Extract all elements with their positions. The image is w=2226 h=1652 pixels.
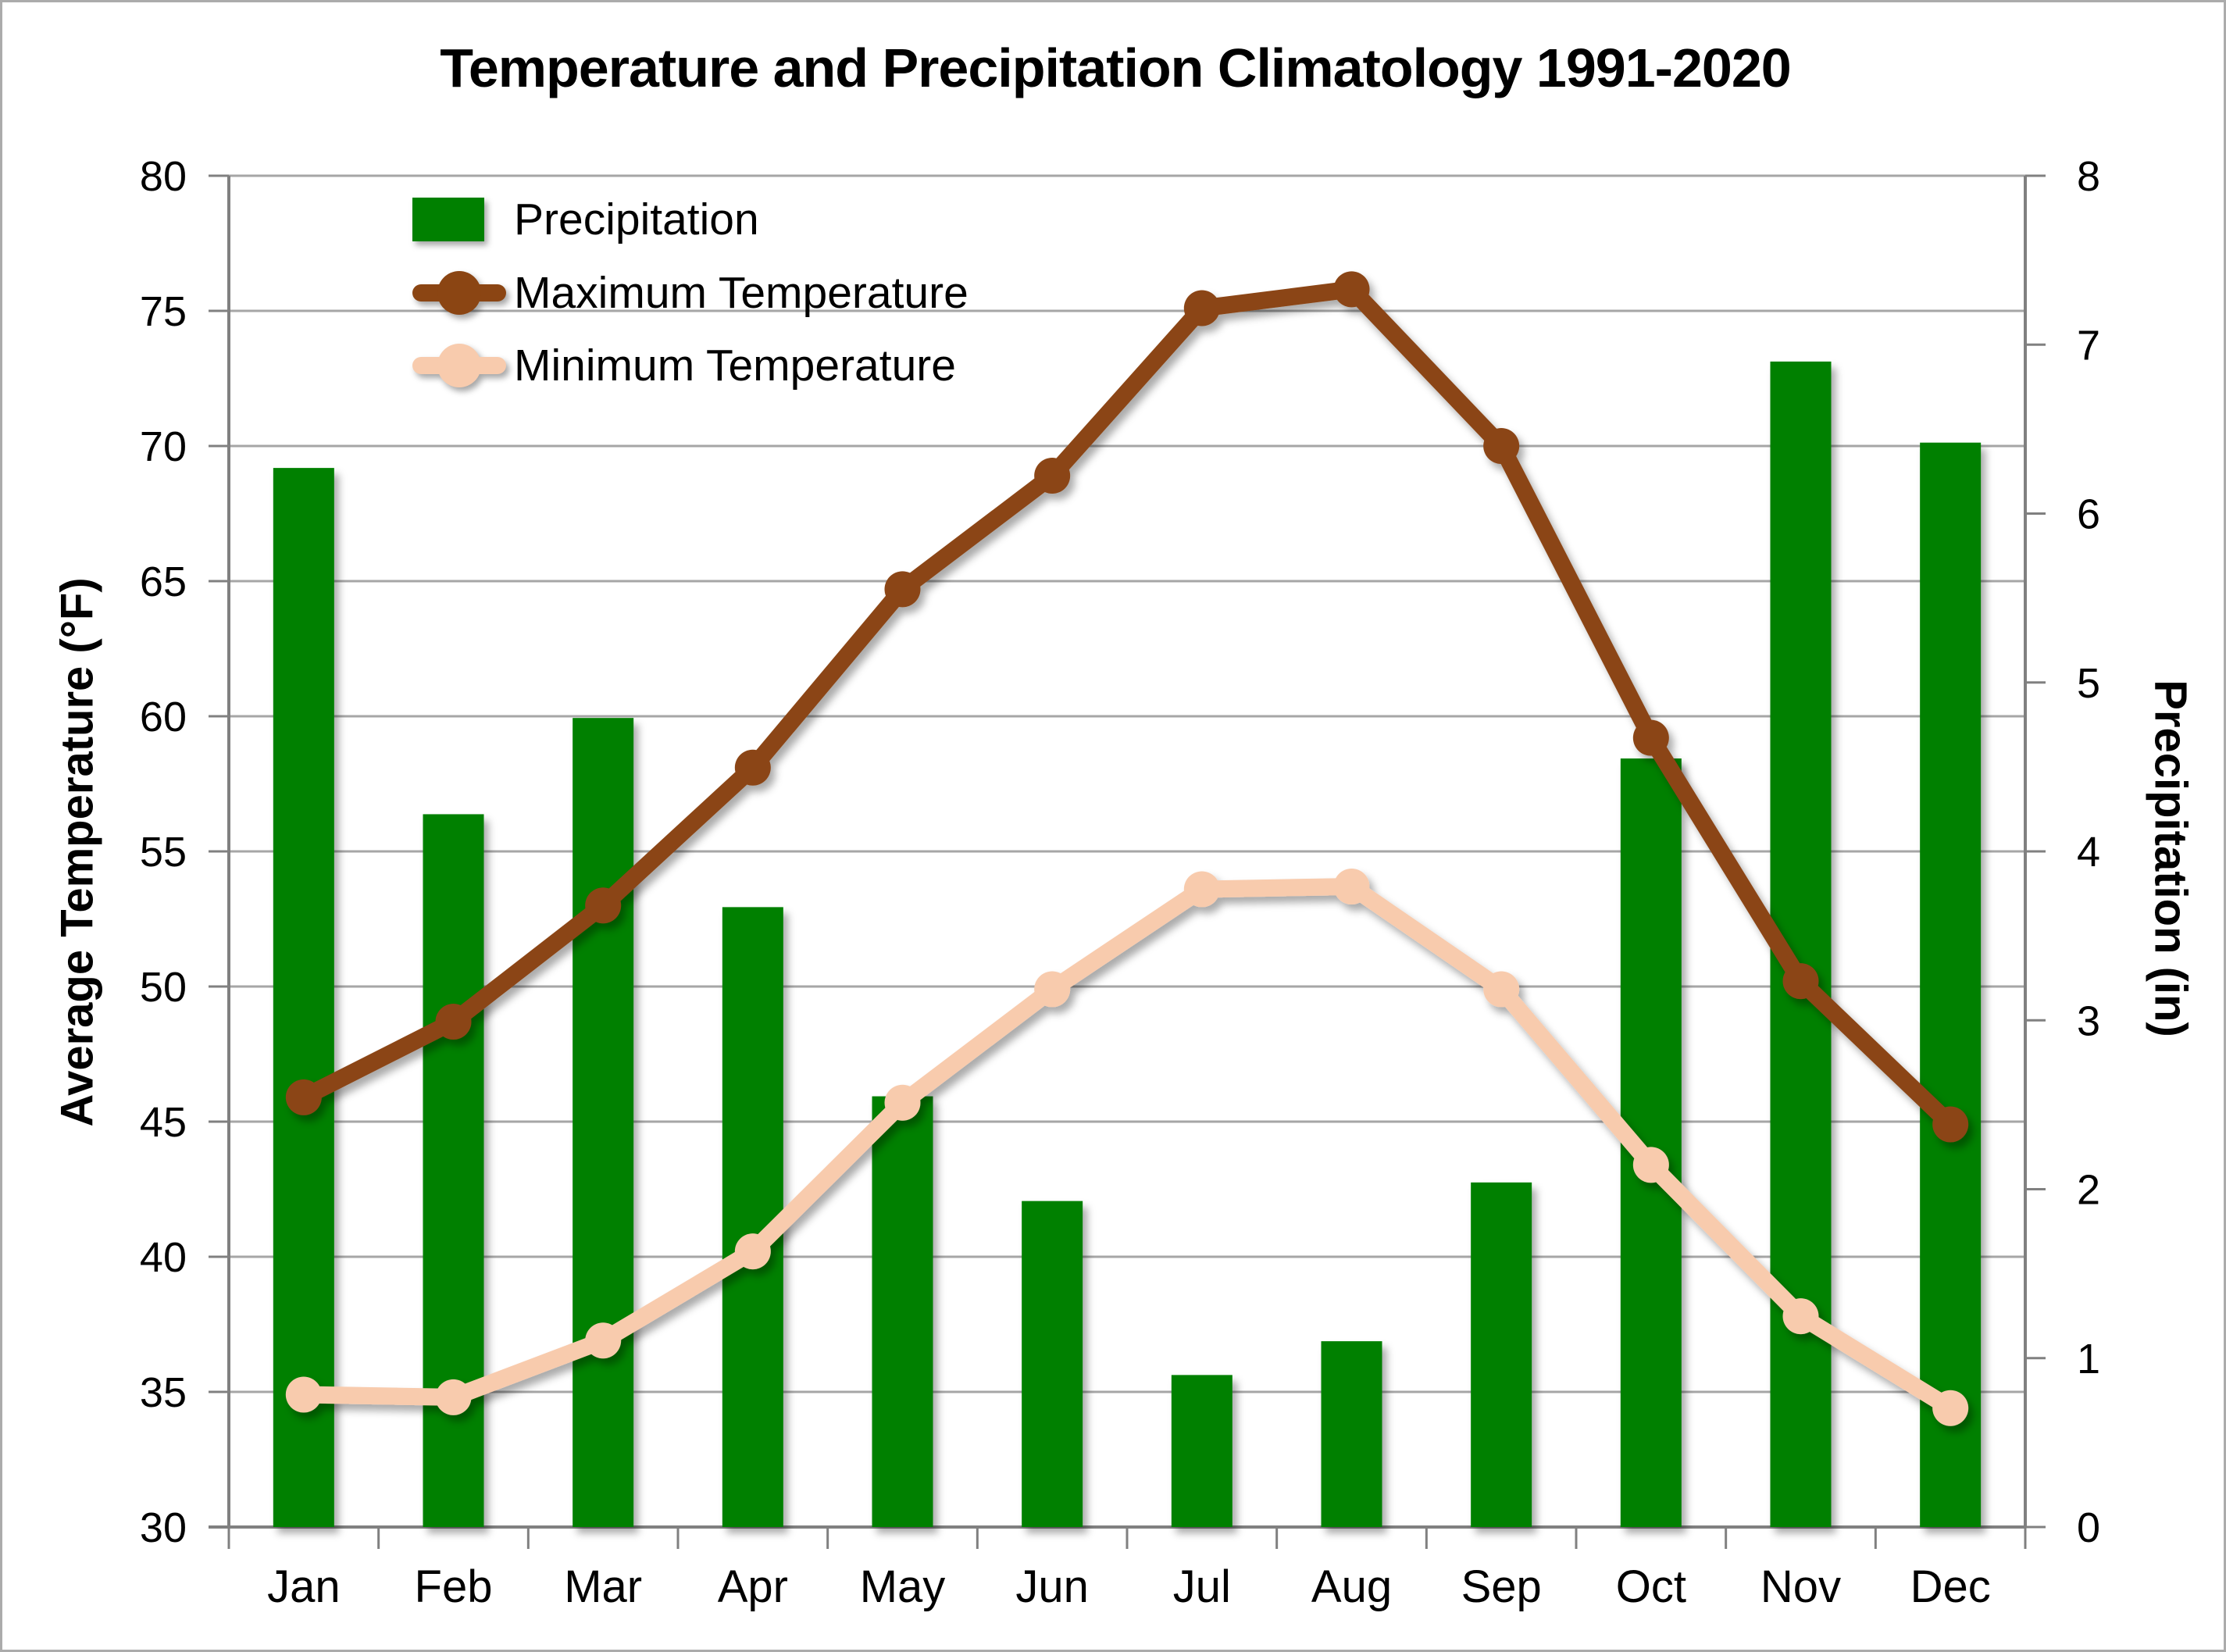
left-tick-label-70: 70: [140, 423, 187, 470]
bar-may: [872, 1096, 933, 1527]
minimum-temp-marker-feb: [435, 1379, 472, 1415]
bar-aug: [1321, 1341, 1382, 1527]
right-tick-label-3: 3: [2077, 997, 2100, 1044]
maximum-temp-marker-nov: [1782, 963, 1819, 1000]
min-temp-swatch-box: [412, 342, 506, 389]
right-axis-title: Precipitation (in): [2145, 680, 2196, 1037]
left-tick-label-55: 55: [140, 829, 187, 876]
right-tick-label-8: 8: [2077, 153, 2100, 200]
maximum-temp-marker-apr: [734, 749, 771, 786]
bar-feb: [423, 814, 484, 1527]
minimum-temp-marker-jan: [285, 1376, 322, 1413]
min-temp-swatch-marker: [437, 344, 481, 387]
bar-dec: [1920, 442, 1982, 1527]
month-label-may: May: [860, 1561, 946, 1612]
maximum-temp-marker-jan: [285, 1079, 322, 1115]
minimum-temperature-line-group: [285, 868, 1969, 1426]
left-tick-label-40: 40: [140, 1234, 187, 1281]
legend-label-maximum-temperature: Maximum Temperature: [514, 268, 969, 318]
legend-item-precipitation: Precipitation: [412, 192, 759, 247]
right-tick-label-1: 1: [2077, 1336, 2100, 1383]
minimum-temperature-line: [294, 877, 1960, 1417]
month-label-mar: Mar: [564, 1561, 642, 1612]
month-label-dec: Dec: [1910, 1561, 1991, 1612]
month-label-oct: Oct: [1616, 1561, 1686, 1612]
legend-label-precipitation: Precipitation: [514, 194, 759, 244]
bar-mar: [573, 718, 634, 1527]
precipitation-bar-swatch: [412, 198, 484, 241]
legend-item-minimum-temperature: Minimum Temperature: [412, 338, 956, 393]
minimum-temp-marker-mar: [585, 1322, 622, 1359]
month-label-feb: Feb: [415, 1561, 493, 1612]
left-tick-label-50: 50: [140, 964, 187, 1011]
gridlines: [229, 174, 2025, 1393]
left-tick-label-35: 35: [140, 1369, 187, 1416]
month-label-jul: Jul: [1173, 1561, 1231, 1612]
maximum-temp-marker-jun: [1034, 458, 1071, 494]
minimum-temp-marker-oct: [1632, 1147, 1669, 1183]
max-temp-line-swatch: [412, 269, 506, 316]
month-label-nov: Nov: [1760, 1561, 1841, 1612]
legend-label-minimum-temperature: Minimum Temperature: [514, 341, 956, 391]
bar-sep: [1471, 1182, 1532, 1527]
min-temp-line-swatch: [412, 342, 506, 389]
minimum-temp-marker-jun: [1034, 971, 1071, 1008]
left-tick-label-80: 80: [140, 153, 187, 200]
maximum-temperature-line: [294, 280, 1960, 1133]
precipitation-swatch-box: [412, 198, 506, 241]
right-tick-label-0: 0: [2077, 1504, 2100, 1551]
month-label-jan: Jan: [267, 1561, 341, 1612]
bar-jan: [273, 468, 334, 1527]
month-label-apr: Apr: [718, 1561, 788, 1612]
right-tick-label-4: 4: [2077, 829, 2100, 876]
legend-item-maximum-temperature: Maximum Temperature: [412, 266, 969, 320]
maximum-temp-marker-jul: [1183, 290, 1220, 326]
chart-title: Temperature and Precipitation Climatolog…: [440, 37, 1791, 98]
month-label-jun: Jun: [1015, 1561, 1089, 1612]
left-tick-label-30: 30: [140, 1504, 187, 1551]
maximum-temp-marker-sep: [1483, 428, 1520, 464]
right-tick-label-5: 5: [2077, 660, 2100, 707]
left-tick-label-75: 75: [140, 288, 187, 335]
right-tick-label-6: 6: [2077, 491, 2100, 538]
minimum-temp-marker-aug: [1333, 868, 1370, 904]
maximum-temp-marker-may: [884, 571, 921, 608]
left-tick-label-45: 45: [140, 1099, 187, 1146]
maximum-temp-marker-feb: [435, 1003, 472, 1040]
minimum-temp-marker-dec: [1932, 1390, 1969, 1426]
maximum-temp-marker-aug: [1333, 271, 1370, 308]
month-label-aug: Aug: [1311, 1561, 1392, 1612]
right-tick-label-2: 2: [2077, 1167, 2100, 1214]
maximum-temperature-line-group: [285, 271, 1969, 1143]
minimum-temp-marker-apr: [734, 1233, 771, 1270]
maximum-temp-marker-mar: [585, 887, 622, 924]
minimum-temp-marker-may: [884, 1084, 921, 1121]
bar-apr: [722, 907, 783, 1527]
maximum-temp-marker-oct: [1632, 719, 1669, 756]
minimum-temp-marker-nov: [1782, 1298, 1819, 1335]
max-temp-swatch-marker: [437, 271, 481, 315]
minimum-temp-marker-jul: [1183, 871, 1220, 908]
minimum-temp-marker-sep: [1483, 971, 1520, 1008]
left-tick-label-60: 60: [140, 694, 187, 740]
left-axis-title: Average Temperature (°F): [52, 577, 103, 1127]
left-tick-label-65: 65: [140, 558, 187, 605]
right-tick-label-7: 7: [2077, 322, 2100, 369]
maximum-temp-marker-dec: [1932, 1106, 1969, 1143]
bar-jul: [1171, 1375, 1233, 1527]
month-label-sep: Sep: [1461, 1561, 1542, 1612]
max-temp-swatch-box: [412, 269, 506, 316]
bar-jun: [1022, 1201, 1083, 1527]
tick-marks: [209, 174, 2046, 1549]
